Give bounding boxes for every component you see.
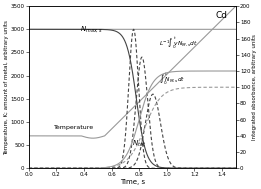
Text: $L^{-1}\!\int_0^t\!vN_{M,s}dt$: $L^{-1}\!\int_0^t\!vN_{M,s}dt$ [159,36,198,51]
Text: $N_{tot}$: $N_{tot}$ [132,139,146,149]
Text: Temperature: Temperature [54,125,94,130]
Text: Cd: Cd [216,11,228,20]
X-axis label: Time, s: Time, s [120,179,145,185]
Y-axis label: Temperature, K; amount of metal, arbitrary units: Temperature, K; amount of metal, arbitra… [4,20,9,155]
Y-axis label: Integrated absorbance, arbitrary units: Integrated absorbance, arbitrary units [252,34,257,140]
Text: $N_{max,s}$: $N_{max,s}$ [80,24,103,34]
Text: $\int_0^t\!N_{M,s}dt$: $\int_0^t\!N_{M,s}dt$ [159,71,186,87]
